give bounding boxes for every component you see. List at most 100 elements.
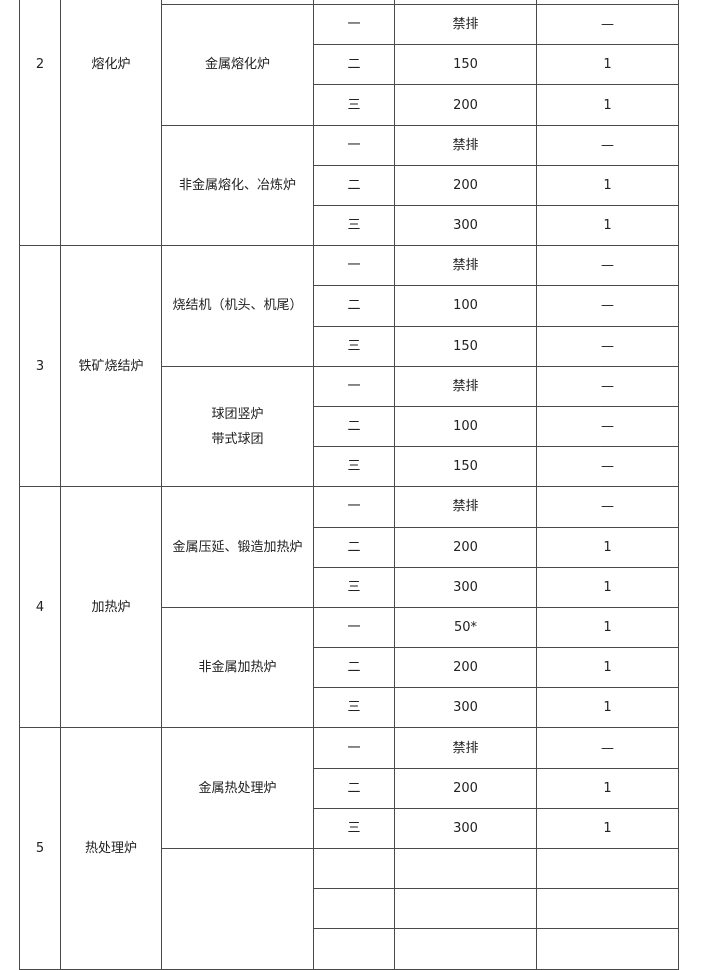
blackness-time-cell: — bbox=[536, 727, 679, 769]
emission-limit-cell bbox=[394, 847, 537, 890]
table-row: 5 热处理炉 金属热处理炉一禁排 — bbox=[19, 727, 679, 970]
group-number-cell: 5 bbox=[19, 727, 61, 970]
furnace-subtype-cell bbox=[161, 848, 314, 970]
table-row: 三 300 1 bbox=[20, 204, 679, 247]
zone-level-cell: 二 bbox=[313, 526, 395, 568]
blackness-time-cell: 1 bbox=[536, 647, 679, 689]
blackness-time-cell: — bbox=[536, 486, 679, 528]
blackness-time-cell: — bbox=[536, 446, 679, 488]
zone-level-cell: 一 bbox=[313, 245, 395, 287]
blackness-time-cell: 1 bbox=[536, 606, 679, 649]
blackness-time-cell: 1 bbox=[536, 566, 679, 608]
table-row: 3 铁矿烧结炉 烧结机（机头、机尾）一禁排 — bbox=[19, 245, 679, 488]
group-number-cell: 2 bbox=[19, 0, 61, 247]
emission-limit-cell: 150 bbox=[394, 446, 537, 488]
emission-limit-cell: 200 bbox=[394, 164, 537, 207]
blackness-time-cell: 1 bbox=[536, 44, 679, 86]
furnace-type-cell: 加热炉 bbox=[60, 486, 162, 729]
table-row: 三 200 1 bbox=[20, 84, 679, 126]
table-row: 二 200 1 bbox=[20, 526, 679, 568]
zone-level-cell bbox=[313, 888, 395, 930]
zone-level-cell: 三 bbox=[313, 325, 395, 367]
blackness-time-cell: 1 bbox=[536, 204, 679, 247]
emission-limit-cell: 200 bbox=[394, 767, 537, 809]
blackness-time-cell: 1 bbox=[536, 164, 679, 207]
table-row: 4 加热炉 金属压延、锻造加热炉一禁排 — bbox=[19, 486, 679, 729]
table-row: 球团竖炉 带式球团一禁排 — bbox=[20, 365, 679, 488]
table-row: 金属熔化炉一禁排 — bbox=[20, 4, 679, 126]
furnace-subtype-cell: 球团竖炉 带式球团 bbox=[161, 365, 314, 488]
blackness-time-cell: 1 bbox=[536, 687, 679, 729]
furnace-subtype-cell: 非金属熔化、冶炼炉 bbox=[161, 124, 314, 247]
emission-standards-table: 2 熔化炉 金属熔化炉一禁排 — 二 150 1 三 200 1 非金属熔化、冶炼炉一禁排 — 二 200… bbox=[19, 0, 679, 970]
zone-level-cell: 二 bbox=[313, 285, 395, 327]
table-row: 二 150 1 bbox=[20, 44, 679, 86]
zone-level-cell: 二 bbox=[313, 767, 395, 809]
blackness-time-cell: — bbox=[536, 365, 679, 407]
zone-level-cell: 一 bbox=[313, 606, 395, 649]
blackness-time-cell: 1 bbox=[536, 767, 679, 809]
emission-limit-cell: 300 bbox=[394, 807, 537, 850]
table-row: 三 150— bbox=[20, 325, 679, 367]
furnace-subtype-cell: 金属熔化炉 bbox=[161, 4, 314, 126]
blackness-time-cell: — bbox=[536, 405, 679, 448]
furnace-type-cell: 热处理炉 bbox=[60, 727, 162, 970]
zone-level-cell: 三 bbox=[313, 204, 395, 247]
table-row: 三 300 1 bbox=[20, 807, 679, 850]
table-row: 二 100— bbox=[20, 285, 679, 327]
blackness-time-cell: 1 bbox=[536, 807, 679, 850]
blackness-time-cell: — bbox=[536, 245, 679, 287]
emission-limit-cell: 100 bbox=[394, 405, 537, 448]
emission-limit-cell: 150 bbox=[394, 325, 537, 367]
emission-limit-cell: 50* bbox=[394, 606, 537, 649]
zone-level-cell: 二 bbox=[313, 164, 395, 207]
emission-limit-cell: 禁排 bbox=[394, 4, 537, 46]
zone-level-cell: 一 bbox=[313, 727, 395, 769]
blackness-time-cell: 1 bbox=[536, 526, 679, 568]
table-body: 2 熔化炉 金属熔化炉一禁排 — 二 150 1 三 200 1 非金属熔化、冶炼炉一禁排 — 二 200… bbox=[19, 0, 679, 970]
table-row: 非金属熔化、冶炼炉一禁排 — bbox=[20, 124, 679, 247]
emission-limit-cell: 200 bbox=[394, 647, 537, 689]
blackness-time-cell: — bbox=[536, 124, 679, 166]
blackness-time-cell bbox=[536, 847, 679, 890]
emission-limit-cell: 200 bbox=[394, 526, 537, 568]
zone-level-cell: 二 bbox=[313, 647, 395, 689]
zone-level-cell: 一 bbox=[313, 365, 395, 407]
table-row: 二 200 1 bbox=[20, 767, 679, 809]
blackness-time-cell: 1 bbox=[536, 84, 679, 126]
furnace-type-cell: 铁矿烧结炉 bbox=[60, 245, 162, 488]
furnace-subtype-cell: 金属热处理炉 bbox=[161, 727, 314, 849]
table-row: 二 100— bbox=[20, 405, 679, 448]
table-row: 二 200 1 bbox=[20, 164, 679, 207]
blackness-time-cell: — bbox=[536, 4, 679, 46]
emission-standards-table-wrapper: 2 熔化炉 金属熔化炉一禁排 — 二 150 1 三 200 1 非金属熔化、冶炼炉一禁排 — 二 200… bbox=[19, 0, 679, 970]
zone-level-cell: 三 bbox=[313, 84, 395, 126]
zone-level-cell: 三 bbox=[313, 446, 395, 488]
zone-level-cell: 三 bbox=[313, 566, 395, 608]
emission-limit-cell: 100 bbox=[394, 285, 537, 327]
emission-limit-cell: 300 bbox=[394, 566, 537, 608]
table-row: 二 200 1 bbox=[20, 647, 679, 689]
blackness-time-cell: — bbox=[536, 325, 679, 367]
emission-limit-cell: 禁排 bbox=[394, 365, 537, 407]
emission-limit-cell: 禁排 bbox=[394, 124, 537, 166]
emission-limit-cell: 200 bbox=[394, 84, 537, 126]
emission-limit-cell: 300 bbox=[394, 687, 537, 729]
furnace-subtype-cell: 非金属加热炉 bbox=[161, 606, 314, 729]
furnace-type-cell: 熔化炉 bbox=[60, 0, 162, 247]
emission-limit-cell bbox=[394, 928, 537, 970]
blackness-time-cell: — bbox=[536, 285, 679, 327]
blackness-time-cell bbox=[536, 888, 679, 930]
blackness-time-cell bbox=[536, 928, 679, 970]
zone-level-cell bbox=[313, 928, 395, 970]
emission-limit-cell bbox=[394, 888, 537, 930]
zone-level-cell: 一 bbox=[313, 124, 395, 166]
emission-limit-cell: 150 bbox=[394, 44, 537, 86]
furnace-subtype-cell: 金属压延、锻造加热炉 bbox=[161, 486, 314, 608]
group-number-cell: 3 bbox=[19, 245, 61, 488]
zone-level-cell: 一 bbox=[313, 486, 395, 528]
emission-limit-cell: 禁排 bbox=[394, 727, 537, 769]
zone-level-cell: 二 bbox=[313, 405, 395, 448]
zone-level-cell: 三 bbox=[313, 807, 395, 850]
group-number-cell: 4 bbox=[19, 486, 61, 729]
